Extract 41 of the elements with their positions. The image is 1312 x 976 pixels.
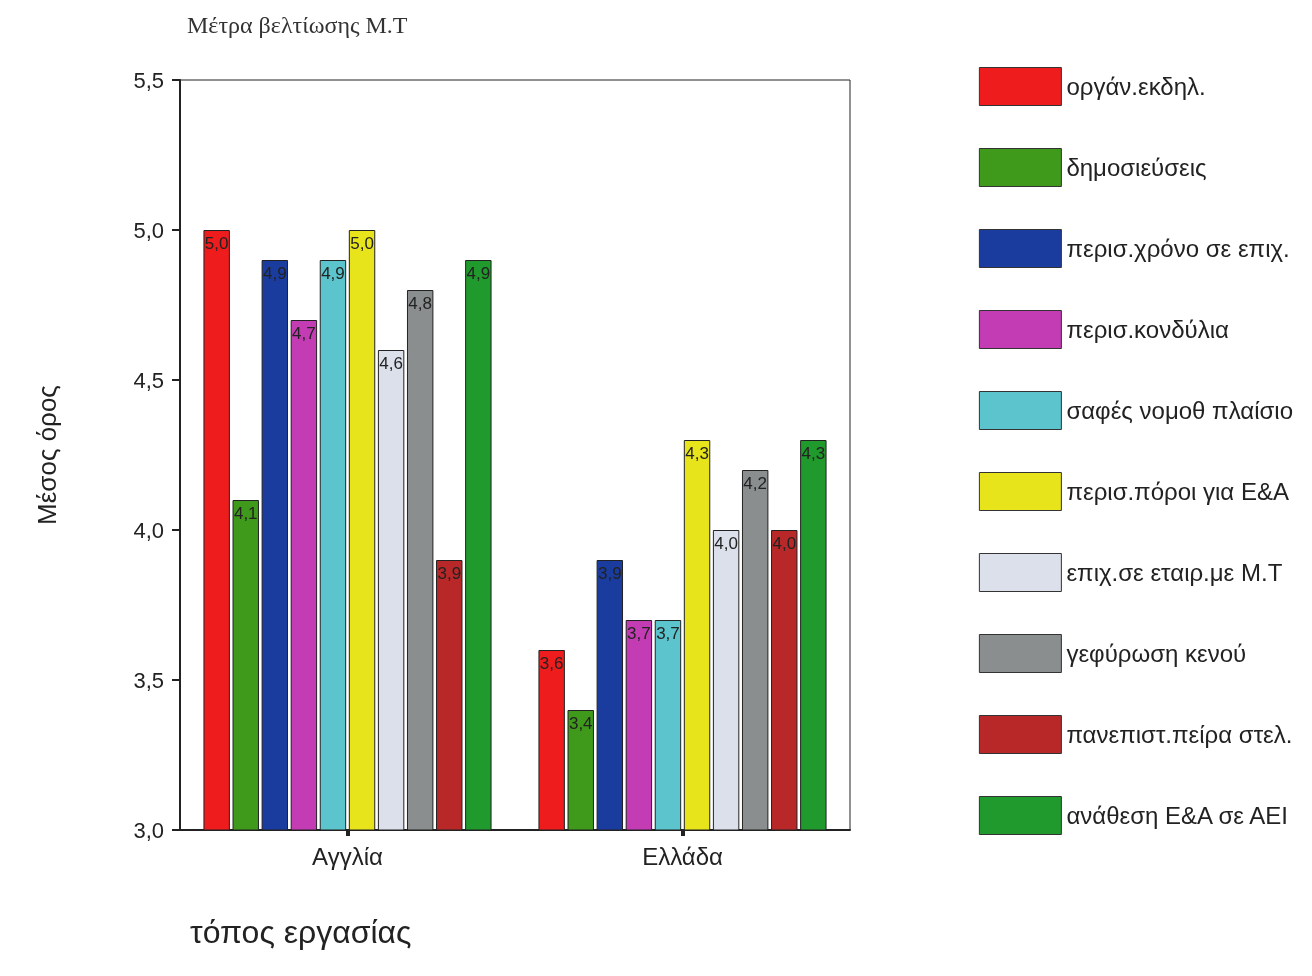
chart-title: Μέτρα βελτίωσης Μ.Τ xyxy=(187,12,408,38)
data-label: 4,8 xyxy=(408,294,433,313)
y-axis-title: Μέσος όρος xyxy=(32,385,62,525)
legend-label: περισ.πόροι για Ε&Α xyxy=(1066,478,1289,505)
legend-label: γεφύρωση κενού xyxy=(1066,640,1247,667)
data-label: 4,7 xyxy=(292,324,316,343)
legend-label: πανεπιστ.πείρα στελ. xyxy=(1066,721,1293,748)
x-tick-label: Αγγλία xyxy=(312,842,384,870)
data-label: 4,0 xyxy=(714,534,738,553)
y-tick-label: 5,0 xyxy=(133,217,164,243)
data-label: 4,0 xyxy=(772,534,797,553)
data-label: 3,4 xyxy=(568,714,593,733)
data-label: 5,0 xyxy=(350,234,374,253)
data-label: 4,9 xyxy=(466,264,491,283)
data-label: 3,7 xyxy=(656,624,680,643)
data-label: 3,9 xyxy=(597,564,622,583)
legend-label: ανάθεση Ε&Α σε ΑΕΙ xyxy=(1066,802,1288,829)
data-label: 3,6 xyxy=(539,654,564,673)
legend-label: επιχ.σε εταιρ.με Μ.Τ xyxy=(1066,559,1283,586)
data-label: 4,9 xyxy=(262,264,287,283)
data-label: 4,9 xyxy=(321,264,345,283)
legend-label: σαφές νομοθ πλαίσιο xyxy=(1066,397,1294,424)
x-tick-label: Ελλάδα xyxy=(642,842,723,870)
data-label: 3,7 xyxy=(627,624,651,643)
data-label: 4,3 xyxy=(685,444,709,463)
legend-label: περισ.χρόνο σε επιχ. xyxy=(1066,235,1290,262)
y-tick-label: 3,0 xyxy=(133,817,164,843)
data-label: 4,1 xyxy=(233,504,258,523)
data-label: 4,2 xyxy=(743,474,768,493)
y-tick-label: 3,5 xyxy=(133,667,164,693)
data-label: 4,3 xyxy=(801,444,826,463)
y-tick-label: 4,0 xyxy=(133,517,164,543)
legend-label: περισ.κονδύλια xyxy=(1066,316,1229,343)
data-label: 4,6 xyxy=(379,354,403,373)
x-axis-title: τόπος εργασίας xyxy=(190,914,412,950)
legend-label: δημοσιεύσεις xyxy=(1066,154,1207,181)
data-label: 3,9 xyxy=(437,564,462,583)
y-tick-label: 4,5 xyxy=(133,367,164,393)
data-label: 5,0 xyxy=(204,234,229,253)
y-tick-label: 5,5 xyxy=(133,67,164,93)
legend-label: οργάν.εκδηλ. xyxy=(1066,73,1206,100)
